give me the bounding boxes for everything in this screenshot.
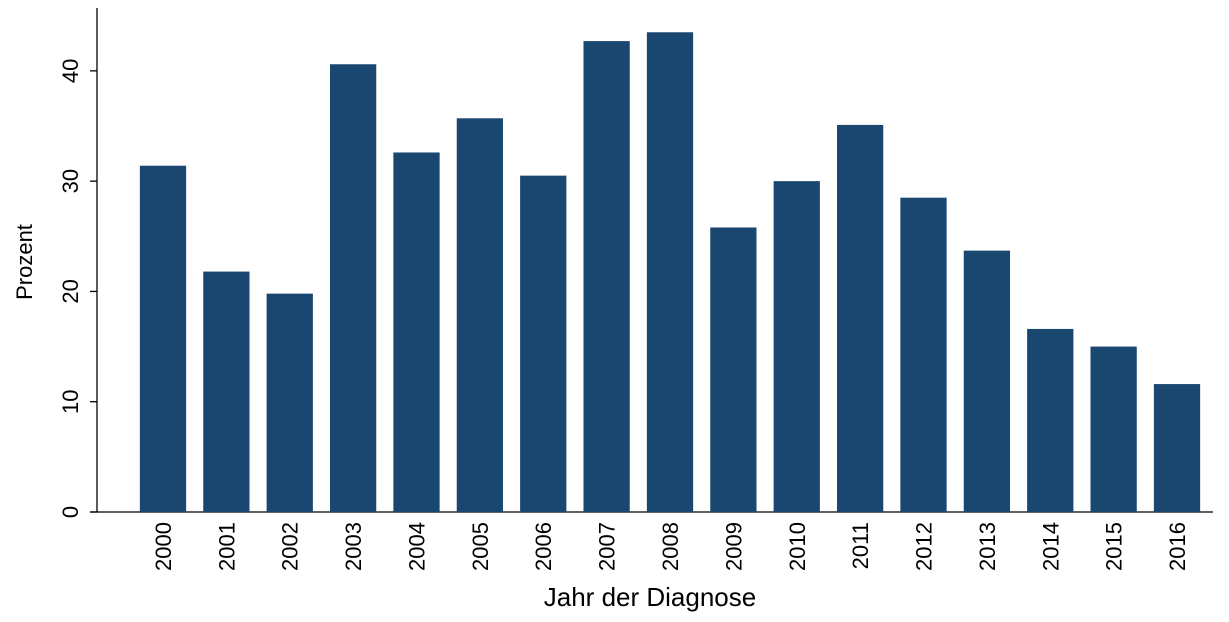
bar: [456, 118, 504, 513]
y-tick-label: 10: [58, 389, 83, 413]
bar: [1027, 328, 1074, 512]
x-tick-label: 2001: [214, 522, 239, 571]
x-tick-label: 2013: [975, 522, 1000, 571]
y-tick-label: 0: [58, 506, 83, 518]
bar: [900, 197, 947, 513]
bar: [393, 152, 440, 512]
y-tick-label: 20: [58, 279, 83, 303]
x-tick-label: 2010: [785, 522, 810, 571]
x-tick-label: 2011: [848, 522, 873, 569]
x-tick-label: 2008: [658, 522, 683, 571]
bar: [583, 41, 630, 513]
x-tick-label: 2007: [595, 522, 620, 571]
x-tick-label: 2003: [341, 522, 366, 571]
x-axis-title: Jahr der Diagnose: [544, 582, 756, 612]
x-tick-label: 2005: [468, 522, 493, 571]
x-tick-label: 2006: [531, 522, 556, 571]
y-tick-label: 30: [58, 169, 83, 193]
x-tick-label: 2009: [721, 522, 746, 571]
x-tick-label: 2004: [404, 522, 429, 571]
bar: [773, 181, 820, 512]
x-tick-label: 2012: [912, 522, 937, 571]
y-tick-label: 40: [58, 59, 83, 83]
bar: [836, 124, 884, 512]
x-tick-label: 2002: [278, 522, 303, 571]
x-tick-label: 2015: [1102, 522, 1127, 571]
bar: [139, 165, 187, 512]
x-tick-label: 2000: [151, 522, 176, 571]
bar: [963, 250, 1011, 512]
x-tick-label: 2014: [1038, 522, 1063, 571]
y-axis-title: Prozent: [12, 224, 37, 300]
bar: [646, 32, 694, 513]
bar: [329, 64, 377, 512]
bar: [520, 175, 567, 512]
bar: [203, 271, 250, 512]
bar: [710, 227, 757, 513]
x-tick-label: 2016: [1165, 522, 1190, 571]
bar: [1090, 346, 1137, 512]
bar: [1153, 384, 1201, 512]
bar: [266, 293, 313, 512]
